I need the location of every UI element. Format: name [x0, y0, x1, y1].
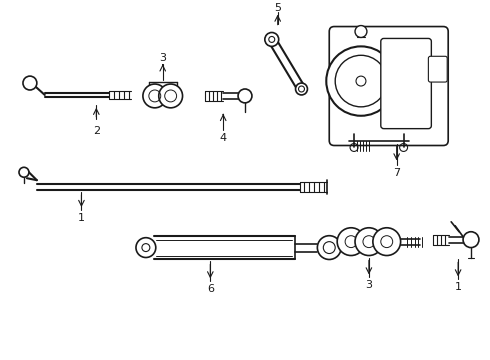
Circle shape	[326, 46, 395, 116]
Circle shape	[355, 228, 383, 256]
Text: 3: 3	[159, 53, 166, 63]
FancyBboxPatch shape	[381, 39, 431, 129]
Circle shape	[159, 84, 183, 108]
Circle shape	[463, 232, 479, 248]
Circle shape	[238, 89, 252, 103]
Circle shape	[136, 238, 156, 257]
Circle shape	[337, 228, 365, 256]
Circle shape	[373, 228, 401, 256]
Text: 5: 5	[274, 3, 281, 13]
FancyBboxPatch shape	[428, 56, 447, 82]
Text: 7: 7	[393, 168, 400, 178]
Text: 1: 1	[78, 213, 85, 223]
Circle shape	[295, 83, 307, 95]
Circle shape	[19, 167, 29, 177]
Text: 4: 4	[220, 132, 227, 143]
Circle shape	[23, 76, 37, 90]
Circle shape	[143, 84, 167, 108]
Circle shape	[355, 26, 367, 37]
Text: 6: 6	[207, 284, 214, 294]
Text: 2: 2	[93, 126, 100, 136]
FancyBboxPatch shape	[329, 27, 448, 145]
Circle shape	[318, 236, 341, 260]
Text: 3: 3	[366, 280, 372, 290]
Circle shape	[265, 32, 279, 46]
Text: 1: 1	[455, 282, 462, 292]
